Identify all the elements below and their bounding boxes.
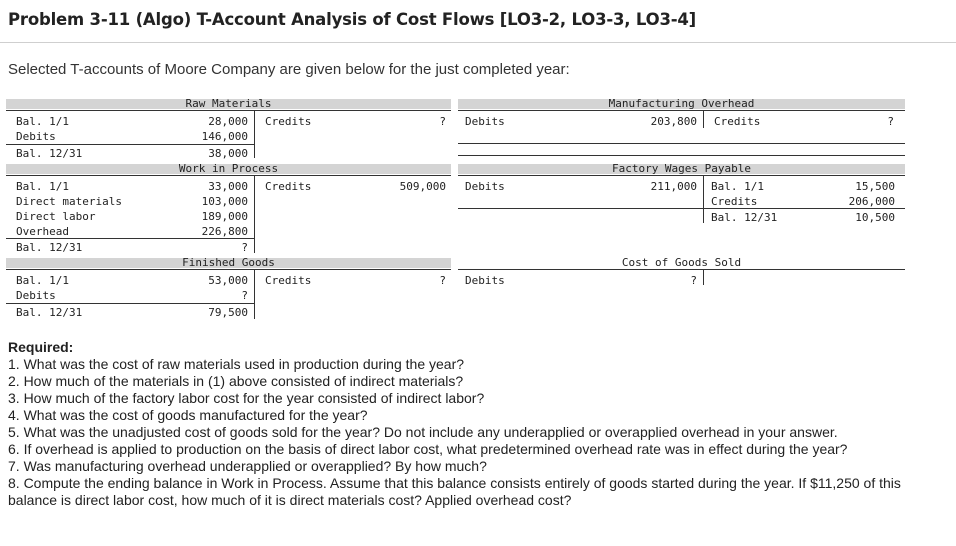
manufacturing-overhead-title: Manufacturing Overhead [608,97,755,110]
t-account-divider [703,269,704,285]
required-heading: Required: [8,339,74,355]
t-account-rule [458,143,905,144]
factory-wages-payable-title: Factory Wages Payable [611,162,752,175]
moh-credits-label: Credits [714,115,761,128]
cogs-debits-amount: ? [690,274,697,287]
t-account-subtotal-rule [6,144,254,145]
wip-direct-materials-label: Direct materials [16,195,122,208]
cost-of-goods-sold-title: Cost of Goods Sold [621,256,742,269]
rm-credits-label: Credits [265,115,312,128]
wip-direct-labor-amount: 189,000 [201,210,248,223]
account-header-bar [6,164,451,174]
divider [0,42,956,43]
intro-text: Selected T-accounts of Moore Company are… [8,61,570,78]
fwp-credits-label: Credits [711,195,758,208]
rm-bal-12-31-amount: 38,000 [208,147,248,160]
account-header-bar [6,258,451,268]
wip-bal-1-1-amount: 33,000 [208,180,248,193]
fg-debits-label: Debits [16,289,56,302]
required-question-2: 2. How much of the materials in (1) abov… [8,373,464,389]
required-question-3: 3. How much of the factory labor cost fo… [8,390,485,406]
fwp-bal-12-31-label: Bal. 12/31 [711,211,778,224]
fg-bal-12-31-amount: 79,500 [208,306,248,319]
account-header-bar [458,164,905,174]
rm-debits-amount: 146,000 [201,130,248,143]
work-in-process-title: Work in Process [178,162,279,175]
fwp-credits-amount: 206,000 [848,195,895,208]
t-account-subtotal-rule [458,208,905,209]
fwp-debits-label: Debits [465,180,505,193]
t-account-rule [458,269,905,270]
fg-bal-12-31-label: Bal. 12/31 [16,306,83,319]
wip-overhead-amount: 226,800 [201,225,248,238]
rm-debits-label: Debits [16,130,56,143]
t-account-divider [254,175,255,253]
t-account-divider [703,175,704,223]
finished-goods-title: Finished Goods [182,256,275,269]
page-title: Problem 3-11 (Algo) T-Account Analysis o… [8,10,696,29]
moh-debits-amount: 203,800 [650,115,697,128]
t-account-rule [458,110,905,111]
t-account-rule [6,269,451,270]
fwp-bal-12-31-amount: 10,500 [855,211,895,224]
account-header-bar [6,99,451,109]
wip-direct-materials-amount: 103,000 [201,195,248,208]
fwp-bal-1-1-amount: 15,500 [855,180,895,193]
rm-bal-1-1-amount: 28,000 [208,115,248,128]
required-question-8: 8. Compute the ending balance in Work in… [8,475,901,508]
t-account-rule [458,155,905,156]
required-section: Required: 1. What was the cost of raw ma… [8,339,953,509]
wip-bal-12-31-amount: ? [241,241,248,254]
fwp-debits-amount: 211,000 [650,180,697,193]
required-question-5: 5. What was the unadjusted cost of goods… [8,424,838,440]
wip-direct-labor-label: Direct labor [16,210,96,223]
moh-debits-label: Debits [465,115,505,128]
t-account-divider [703,110,704,128]
fg-bal-1-1-amount: 53,000 [208,274,248,287]
t-accounts-area: Raw Materials Bal. 1/1 28,000 Debits 146… [6,96,908,320]
moh-credits-amount: ? [887,115,894,128]
rm-credits-amount: ? [439,115,446,128]
t-account-rule [458,175,905,176]
rm-bal-1-1-label: Bal. 1/1 [16,115,69,128]
wip-bal-12-31-label: Bal. 12/31 [16,241,83,254]
t-account-divider [254,269,255,319]
t-account-subtotal-rule [6,303,254,304]
wip-credits-amount: 509,000 [399,180,446,193]
raw-materials-title: Raw Materials [185,97,272,110]
wip-bal-1-1-label: Bal. 1/1 [16,180,69,193]
fg-bal-1-1-label: Bal. 1/1 [16,274,69,287]
required-question-6: 6. If overhead is applied to production … [8,441,848,457]
required-question-1: 1. What was the cost of raw materials us… [8,356,465,372]
wip-credits-label: Credits [265,180,312,193]
t-account-subtotal-rule [6,238,254,239]
t-account-rule [6,175,451,176]
cogs-debits-label: Debits [465,274,505,287]
t-account-rule [6,110,451,111]
t-account-divider [254,110,255,158]
fg-debits-amount: ? [241,289,248,302]
account-header-bar [458,99,905,109]
rm-bal-12-31-label: Bal. 12/31 [16,147,83,160]
fg-credits-amount: ? [439,274,446,287]
required-question-4: 4. What was the cost of goods manufactur… [8,407,368,423]
fg-credits-label: Credits [265,274,312,287]
required-question-7: 7. Was manufacturing overhead underappli… [8,458,487,474]
fwp-bal-1-1-label: Bal. 1/1 [711,180,764,193]
wip-overhead-label: Overhead [16,225,69,238]
